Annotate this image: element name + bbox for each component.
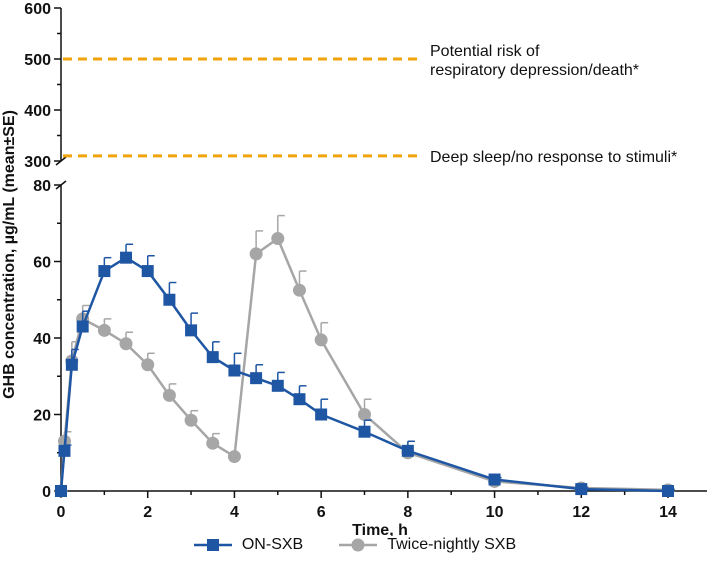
data-point <box>315 408 328 421</box>
series-layer <box>54 214 675 498</box>
legend-item-twice-nightly: Twice-nightly SXB <box>337 536 516 554</box>
data-point <box>65 358 78 371</box>
reference-line-label: Potential risk of respiratory depression/… <box>430 43 639 79</box>
data-point <box>163 293 176 306</box>
y-tick-label: 0 <box>42 484 51 501</box>
data-point <box>185 324 198 337</box>
data-point <box>206 351 219 364</box>
data-point <box>228 364 241 377</box>
y-tick-label: 20 <box>33 408 51 425</box>
x-tick-label: 6 <box>317 504 326 521</box>
data-point <box>292 283 306 297</box>
data-point <box>141 358 155 372</box>
pk-chart: 0 2 4 6 8 10 12 14 0 20 40 60 80 300 400 500 600 Time, h G… <box>1 1 707 536</box>
data-point <box>293 393 306 406</box>
data-point <box>76 320 89 333</box>
data-point <box>141 265 154 278</box>
series-line <box>59 256 669 493</box>
x-tick-label: 8 <box>403 504 412 521</box>
y-axis-title: GHB concentration, µg/mL (mean±SE) <box>1 110 18 399</box>
data-point <box>119 337 133 351</box>
data-point <box>488 473 501 486</box>
data-point <box>249 247 263 261</box>
reference-line-label: Deep sleep/no response to stimuli* <box>430 149 677 166</box>
legend-marker-circle-icon <box>339 538 378 552</box>
y-tick-label: 300 <box>24 154 51 171</box>
y-tick-label: 400 <box>24 103 51 120</box>
x-tick-label: 10 <box>486 504 504 521</box>
x-tick-label: 14 <box>659 504 677 521</box>
y-tick-label: 60 <box>33 255 51 272</box>
y-tick-label: 80 <box>33 178 51 195</box>
legend: ON-SXB Twice-nightly SXB <box>0 536 708 554</box>
axes: 0 2 4 6 8 10 12 14 0 20 40 60 80 300 400 500 600 Time, h G… <box>1 1 707 536</box>
x-tick-label: 0 <box>57 504 66 521</box>
legend-label-twice-nightly: Twice-nightly SXB <box>387 536 517 553</box>
data-point <box>662 485 674 497</box>
reference-lines: Potential risk of respiratory depression/… <box>63 43 677 166</box>
y-tick-label: 600 <box>24 1 51 18</box>
data-point <box>401 444 414 457</box>
data-point <box>162 388 176 402</box>
legend-marker-square-icon <box>193 539 232 551</box>
y-tick-label: 40 <box>33 331 51 348</box>
x-tick-label: 4 <box>230 504 239 521</box>
series-on-sxb <box>55 243 675 497</box>
data-point <box>314 333 328 347</box>
x-axis-title: Time, h <box>352 522 408 536</box>
data-point <box>120 251 133 264</box>
data-point <box>250 372 263 385</box>
legend-item-on-sxb: ON-SXB <box>192 536 303 554</box>
data-point <box>206 436 220 450</box>
data-point <box>58 444 71 457</box>
legend-label-on-sxb: ON-SXB <box>241 536 304 553</box>
data-point <box>271 379 284 392</box>
y-tick-label: 500 <box>24 52 51 69</box>
data-point <box>184 413 198 427</box>
data-point <box>98 265 111 278</box>
x-tick-label: 2 <box>143 504 152 521</box>
data-point <box>55 485 67 497</box>
data-point <box>227 450 241 464</box>
data-point <box>271 232 285 246</box>
data-point <box>358 408 371 421</box>
data-point <box>575 483 588 496</box>
x-tick-label: 12 <box>572 504 590 521</box>
data-point <box>358 425 371 438</box>
data-point <box>97 323 111 337</box>
